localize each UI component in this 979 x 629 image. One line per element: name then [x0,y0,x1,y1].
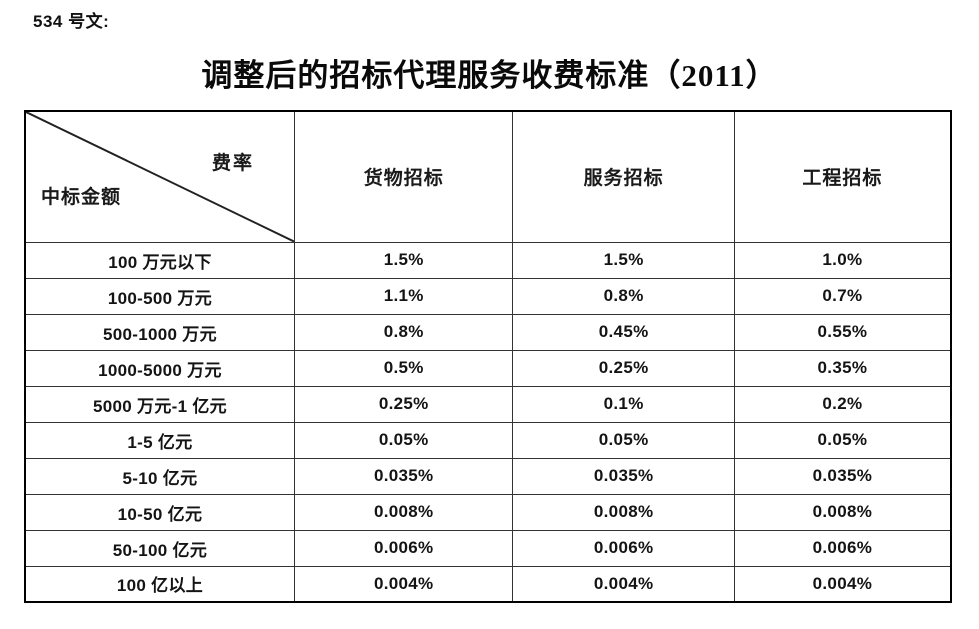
table-row: 5000 万元-1 亿元 0.25% 0.1% 0.2% [24,385,952,423]
corner-label-rate: 费率 [211,153,254,174]
rate-value-cell: 1.0% [733,241,952,279]
table-row: 100-500 万元 1.1% 0.8% 0.7% [24,277,952,315]
doc-number-label: 534 号文: [33,12,110,31]
rate-value-cell: 0.006% [512,529,735,567]
rate-value-cell: 1.5% [293,241,514,279]
column-header-services: 服务招标 [512,110,735,243]
row-label-bid-amount-range: 1000-5000 万元 [24,349,295,387]
rate-value-cell: 0.006% [733,529,952,567]
rate-value-cell: 0.05% [293,421,514,459]
table-row: 10-50 亿元 0.008% 0.008% 0.008% [24,493,952,531]
rate-value-cell: 0.035% [733,457,952,495]
rate-value-cell: 0.7% [733,277,952,315]
row-label-bid-amount-range: 100 亿以上 [24,565,295,603]
rate-value-cell: 0.006% [293,529,514,567]
corner-header-cell: 费率 中标金额 [24,110,295,243]
row-label-bid-amount-range: 5000 万元-1 亿元 [24,385,295,423]
row-label-bid-amount-range: 5-10 亿元 [24,457,295,495]
rate-value-cell: 0.25% [293,385,514,423]
rate-value-cell: 0.2% [733,385,952,423]
rate-value-cell: 0.008% [512,493,735,531]
rate-value-cell: 0.55% [733,313,952,351]
row-label-bid-amount-range: 10-50 亿元 [24,493,295,531]
rate-value-cell: 0.25% [512,349,735,387]
table-row: 500-1000 万元 0.8% 0.45% 0.55% [24,313,952,351]
row-label-bid-amount-range: 50-100 亿元 [24,529,295,567]
rate-value-cell: 1.5% [512,241,735,279]
rate-value-cell: 0.004% [512,565,735,603]
table-row: 50-100 亿元 0.006% 0.006% 0.006% [24,529,952,567]
rate-value-cell: 0.05% [733,421,952,459]
row-label-bid-amount-range: 1-5 亿元 [24,421,295,459]
table-row: 1-5 亿元 0.05% 0.05% 0.05% [24,421,952,459]
rate-value-cell: 1.1% [293,277,514,315]
row-label-bid-amount-range: 500-1000 万元 [24,313,295,351]
table-header-row: 费率 中标金额 货物招标 服务招标 工程招标 [24,110,952,243]
rate-value-cell: 0.35% [733,349,952,387]
table-row: 100 万元以下 1.5% 1.5% 1.0% [24,241,952,279]
rate-value-cell: 0.8% [293,313,514,351]
table-row: 5-10 亿元 0.035% 0.035% 0.035% [24,457,952,495]
fee-rate-table: 费率 中标金额 货物招标 服务招标 工程招标 100 万元以下 1.5% 1.5% 1… [24,110,952,603]
rate-value-cell: 0.035% [293,457,514,495]
rate-value-cell: 0.004% [733,565,952,603]
rate-value-cell: 0.8% [512,277,735,315]
table-row: 1000-5000 万元 0.5% 0.25% 0.35% [24,349,952,387]
table-body: 100 万元以下 1.5% 1.5% 1.0% 100-500 万元 1.1% 0.8% 0.… [24,241,952,603]
rate-value-cell: 0.008% [293,493,514,531]
table-row: 100 亿以上 0.004% 0.004% 0.004% [24,565,952,603]
column-header-goods: 货物招标 [293,110,514,243]
rate-value-cell: 0.5% [293,349,514,387]
rate-value-cell: 0.035% [512,457,735,495]
rate-value-cell: 0.004% [293,565,514,603]
rate-value-cell: 0.05% [512,421,735,459]
row-label-bid-amount-range: 100-500 万元 [24,277,295,315]
page-title: 调整后的招标代理服务收费标准（2011） [201,58,778,93]
rate-value-cell: 0.1% [512,385,735,423]
rate-value-cell: 0.45% [512,313,735,351]
column-header-engineering: 工程招标 [733,110,952,243]
row-label-bid-amount-range: 100 万元以下 [24,241,295,279]
diagonal-divider-line [26,112,294,242]
corner-label-bid-amount: 中标金额 [41,186,122,208]
rate-value-cell: 0.008% [733,493,952,531]
